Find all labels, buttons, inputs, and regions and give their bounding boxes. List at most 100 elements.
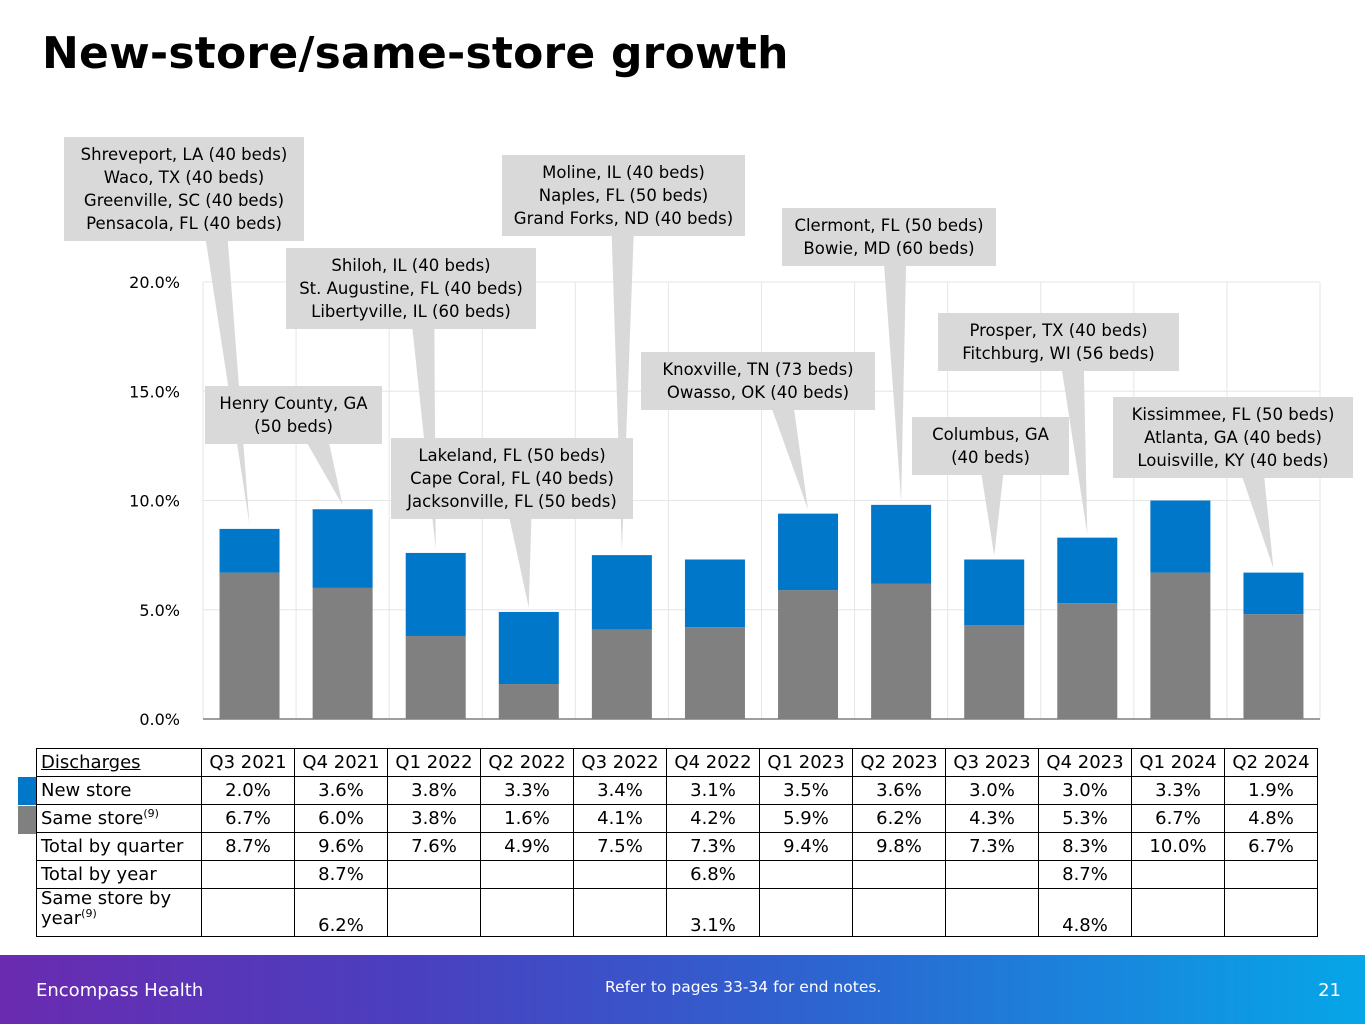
callout-line: (40 beds) bbox=[951, 448, 1030, 467]
callout-pointer bbox=[772, 409, 809, 510]
bar-new-store bbox=[591, 555, 652, 630]
table-row: Total by quarter 8.7% 9.6% 7.6% 4.9% 7.5% 7.3%… bbox=[36, 832, 1318, 861]
table-cell bbox=[480, 888, 574, 937]
table-header-quarter: Q3 2023 bbox=[945, 748, 1039, 777]
callout-line: Louisville, KY (40 beds) bbox=[1137, 451, 1329, 470]
callout-line: Kissimmee, FL (50 beds) bbox=[1131, 405, 1335, 424]
bar-same-store bbox=[312, 587, 373, 719]
bar-new-store bbox=[405, 552, 466, 636]
table-cell bbox=[573, 888, 667, 937]
bar-new-store bbox=[964, 559, 1025, 626]
table-header-quarter: Q1 2022 bbox=[387, 748, 481, 777]
bar-same-store bbox=[964, 625, 1025, 719]
callout-line: Waco, TX (40 beds) bbox=[103, 168, 265, 187]
bar-new-store bbox=[498, 611, 559, 685]
bar-new-store bbox=[312, 509, 373, 588]
table-cell: 8.7% bbox=[201, 832, 295, 861]
callout-pointer bbox=[509, 518, 532, 608]
callout-box: Shiloh, IL (40 beds) St. Augustine, FL (4… bbox=[286, 248, 536, 329]
table-cell: 6.7% bbox=[1224, 832, 1318, 861]
callout-pointer bbox=[611, 235, 634, 552]
callout-line: Lakeland, FL (50 beds) bbox=[418, 446, 606, 465]
callout-box: Knoxville, TN (73 beds) Owasso, OK (40 be… bbox=[641, 352, 875, 410]
callout-line: Fitchburg, WI (56 beds) bbox=[962, 344, 1155, 363]
table-cell: 3.3% bbox=[1131, 776, 1225, 805]
bar-same-store bbox=[1150, 572, 1211, 719]
table-cell: 2.0% bbox=[201, 776, 295, 805]
table-cell: 9.4% bbox=[759, 832, 853, 861]
table-cell: 6.2% bbox=[852, 804, 946, 833]
table-cell bbox=[201, 860, 295, 889]
table-cell: 1.9% bbox=[1224, 776, 1318, 805]
table-header-quarter: Q1 2023 bbox=[759, 748, 853, 777]
bar-new-store bbox=[871, 504, 932, 584]
callout-line: Pensacola, FL (40 beds) bbox=[86, 214, 282, 233]
callout-line: Jacksonville, FL (50 beds) bbox=[407, 492, 617, 511]
callout-pointer bbox=[1242, 477, 1274, 569]
table-cell: 4.8% bbox=[1038, 888, 1132, 937]
table-cell: 9.6% bbox=[294, 832, 388, 861]
bar-same-store bbox=[684, 627, 745, 719]
callout-pointer bbox=[884, 265, 907, 501]
table-header-quarter: Q4 2022 bbox=[666, 748, 760, 777]
y-tick-label: 15.0% bbox=[129, 382, 180, 401]
callout-pointer bbox=[1061, 370, 1088, 534]
table-row-label: Total by year bbox=[36, 860, 202, 889]
table-cell: 8.3% bbox=[1038, 832, 1132, 861]
bar-same-store bbox=[498, 684, 559, 719]
y-tick-label: 0.0% bbox=[139, 710, 180, 729]
table-cell: 6.7% bbox=[201, 804, 295, 833]
table-row-label: Total by quarter bbox=[36, 832, 202, 861]
table-row-label: New store bbox=[36, 776, 202, 805]
table-cell: 4.2% bbox=[666, 804, 760, 833]
table-header-quarter: Q3 2021 bbox=[201, 748, 295, 777]
callout-line: St. Augustine, FL (40 beds) bbox=[299, 279, 523, 298]
callout-line: Moline, IL (40 beds) bbox=[542, 163, 705, 182]
table-header-quarter: Q2 2024 bbox=[1224, 748, 1318, 777]
footer-bar: Encompass Health Refer to pages 33-34 fo… bbox=[0, 955, 1365, 1024]
table-header-row: Discharges Q3 2021 Q4 2021 Q1 2022 Q2 2022 Q3… bbox=[36, 748, 1318, 777]
table-cell bbox=[1224, 888, 1318, 937]
bar-same-store bbox=[219, 572, 280, 719]
table-header-quarter: Q4 2023 bbox=[1038, 748, 1132, 777]
table-cell: 6.7% bbox=[1131, 804, 1225, 833]
page-title: New-store/same-store growth bbox=[42, 28, 789, 79]
discharges-label: Discharges bbox=[41, 752, 141, 773]
table-header-quarter: Q2 2022 bbox=[480, 748, 574, 777]
callout-pointer bbox=[981, 474, 1004, 556]
callout-box: Clermont, FL (50 beds) Bowie, MD (60 beds… bbox=[782, 208, 996, 266]
table-cell bbox=[387, 860, 481, 889]
callout-box: Kissimmee, FL (50 beds) Atlanta, GA (40 b… bbox=[1113, 397, 1353, 478]
table-cell bbox=[387, 888, 481, 937]
table-cell: 3.3% bbox=[480, 776, 574, 805]
callout-line: Atlanta, GA (40 beds) bbox=[1144, 428, 1322, 447]
table-cell bbox=[573, 860, 667, 889]
table-cell: 8.7% bbox=[1038, 860, 1132, 889]
table-cell bbox=[480, 860, 574, 889]
table-cell: 4.9% bbox=[480, 832, 574, 861]
table-row-label: Same store(9) bbox=[36, 804, 202, 833]
legend-swatch-new-store bbox=[18, 777, 36, 805]
footer-brand: Encompass Health bbox=[36, 980, 204, 1001]
table-cell: 5.9% bbox=[759, 804, 853, 833]
callout-box: Lakeland, FL (50 beds) Cape Coral, FL (40… bbox=[391, 438, 633, 519]
table-cell: 9.8% bbox=[852, 832, 946, 861]
callout-box: Prosper, TX (40 beds) Fitchburg, WI (56 b… bbox=[938, 313, 1179, 371]
bar-new-store bbox=[1150, 500, 1211, 573]
bar-new-store bbox=[219, 528, 280, 573]
y-tick-label: 5.0% bbox=[139, 601, 180, 620]
table-header-quarter: Q3 2022 bbox=[573, 748, 667, 777]
callout-box: Shreveport, LA (40 beds) Waco, TX (40 bed… bbox=[64, 137, 304, 241]
table-row: Same store(9) 6.7% 6.0% 3.8% 1.6% 4.1% 4.2% 5.9… bbox=[36, 804, 1318, 833]
bar-new-store bbox=[1057, 537, 1118, 604]
table-cell: 10.0% bbox=[1131, 832, 1225, 861]
callout-line: Shiloh, IL (40 beds) bbox=[331, 256, 491, 275]
callout-line: Naples, FL (50 beds) bbox=[538, 186, 709, 205]
y-tick-label: 20.0% bbox=[129, 273, 180, 292]
table-cell: 3.0% bbox=[945, 776, 1039, 805]
table-cell: 1.6% bbox=[480, 804, 574, 833]
table-row-label: Same store by year(9) bbox=[36, 888, 202, 937]
table-cell: 3.8% bbox=[387, 776, 481, 805]
table-cell bbox=[759, 888, 853, 937]
bar-same-store bbox=[871, 583, 932, 719]
